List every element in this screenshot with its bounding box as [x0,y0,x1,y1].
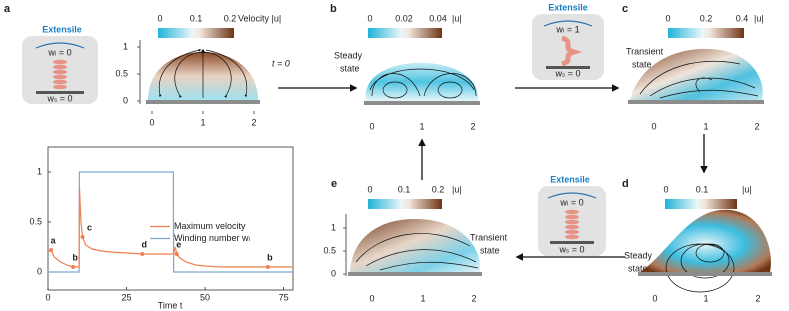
annotation: b [72,252,78,262]
axis-tick-label: 2 [470,121,475,131]
droplet-panel: 0 0.1 0.2 Velocity |u| 0 0.5 1 0 1 2 t =… [115,13,289,127]
inset-title: Extensile [550,174,590,184]
axis-tick-label: 0 [652,293,657,303]
colorbar-tick: 0 [663,184,668,194]
axis-tick-label: 2 [251,117,256,127]
state-label: state [340,63,360,73]
colorbar-label: |u| [742,184,752,194]
x-tick-label: 75 [279,292,289,302]
colorbar-tick: 0 [367,184,372,194]
annotation-marker [71,265,76,269]
x-tick-label: 50 [200,292,210,302]
y-tick-label: 1 [37,166,42,176]
colorbar-label: |u| [452,184,462,194]
panel-letter: b [330,3,337,15]
axis-tick-label: 1 [703,293,708,303]
colorbar-tick: 0 [367,13,372,23]
inset-label: wₛ = 0 [558,244,584,254]
colorbar-tick: 0.2 [700,13,713,23]
x-tick-label: 25 [122,292,132,302]
colorbar-tick: 0 [665,13,670,23]
axis-tick-label: 0 [369,293,374,303]
inset-label: wₗ = 1 [555,24,579,34]
x-tick-label: 0 [45,292,50,302]
legend-label: Maximum velocity [174,221,246,231]
axis-tick-label: 2 [755,293,760,303]
x-axis-label: Time t [158,300,183,310]
inset: Extensile wₗ = 0 wₛ = 0 [538,174,606,256]
annotation: a [51,235,57,245]
panel-letter: a [4,3,11,15]
state-label: Transient [470,232,508,242]
state-label: Steady [334,50,363,60]
annotation-marker [140,252,145,256]
inset-title: Extensile [42,24,82,34]
line-chart: Time t 0 25 50 75 0 0.5 1 a b c d e b Maximum velocit… [29,146,294,310]
axis-tick-label: 1 [419,121,424,131]
state-label: Steady [624,250,653,260]
annotation-marker [49,248,54,252]
annotation: d [141,239,147,249]
panel-letter: c [622,3,628,15]
axis-tick-label: 0 [369,121,374,131]
droplet-panel: 0 0.2 0.4 |u| Transient state 0 1 2 [626,13,764,131]
axis-tick-label: 1 [420,293,425,303]
y-tick-label: 0.5 [29,216,42,226]
axis-tick-label: 0 [149,117,154,127]
annotation: t = 0 [272,58,290,68]
colorbar-label: Velocity |u| [238,13,281,23]
inset: Extensile wₗ = 1 wₛ = 0 [532,2,604,80]
colorbar-label: |u| [452,13,462,23]
inset-title: Extensile [548,2,588,12]
inset-label: wₛ = 0 [46,93,72,103]
colorbar-tick: 0.1 [398,184,411,194]
colorbar-tick: 0.04 [429,13,447,23]
colorbar-tick: 0.1 [190,13,203,23]
axis-tick-label: 0 [651,121,656,131]
annotation-marker [265,265,270,269]
state-label: state [632,59,652,69]
colorbar-tick: 0.4 [736,13,749,23]
axis-tick-label: 0 [331,268,336,278]
axis-tick-label: 2 [754,121,759,131]
colorbar-tick: 0 [157,13,162,23]
inset-label: wₛ = 0 [554,68,580,78]
panel-letter: d [622,178,629,190]
droplet-panel: 0 0.02 0.04 |u| Steady state 0 1 2 [334,13,480,131]
series-line [48,171,293,273]
inset-label: wₗ = 0 [47,47,71,57]
axis-tick-label: 1 [703,121,708,131]
colorbar-tick: 0.02 [395,13,413,23]
annotation: c [87,222,92,232]
axis-tick-label: 0.5 [323,245,336,255]
axis-tick-label: 0 [123,95,128,105]
colorbar-tick: 0.2 [432,184,445,194]
annotation-marker [80,235,85,239]
plot-frame [47,146,294,291]
state-label: state [628,263,648,273]
axis-tick-label: 1 [123,41,128,51]
colorbar-label: |u| [754,13,764,23]
panel-letter: e [331,178,337,190]
annotation: b [267,252,273,262]
state-label: state [480,245,500,255]
droplet-panel: 0 0.1 |u| Steady state 0 1 2 [624,184,772,303]
y-tick-label: 0 [37,266,42,276]
inset-label: wₗ = 0 [559,197,583,207]
axis-tick-label: 0.5 [115,68,128,78]
axis-tick-label: 1 [200,117,205,127]
state-label: Transient [626,46,664,56]
annotation-marker [174,252,179,256]
legend-label: Winding number wₗ [174,233,251,243]
axis-tick-label: 2 [471,293,476,303]
droplet-panel: 0 0.1 0.2 |u| Transient state 0 0.5 1 0 … [323,184,507,303]
colorbar-tick: 0.2 [224,13,237,23]
colorbar-tick: 0.1 [696,184,709,194]
series-line [47,186,293,268]
inset: Extensile wₗ = 0 wₛ = 0 [22,24,98,104]
axis-tick-label: 1 [331,222,336,232]
annotation: e [176,239,181,249]
